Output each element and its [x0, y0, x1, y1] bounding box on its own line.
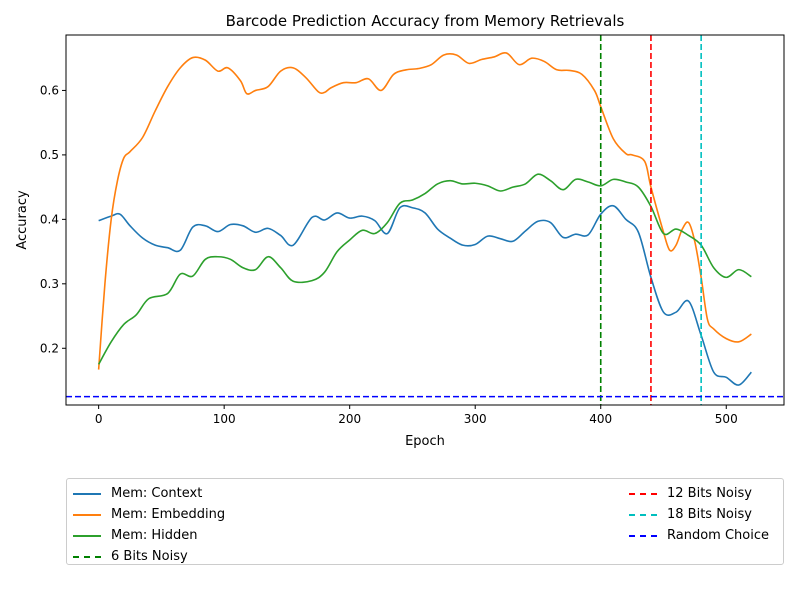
legend-label: Mem: Hidden	[111, 528, 198, 543]
legend-label: Mem: Embedding	[111, 507, 226, 522]
plot-area	[66, 35, 784, 405]
legend-label: 6 Bits Noisy	[111, 549, 188, 564]
plot-frame	[65, 34, 785, 406]
legend-swatch	[629, 492, 657, 495]
legend-swatch	[73, 513, 101, 516]
legend-column-left: Mem: Context Mem: Embedding Mem: Hidden 6 B…	[73, 483, 225, 567]
y-tick-label: 0.5	[40, 148, 59, 162]
legend-label: Random Choice	[667, 528, 769, 543]
x-axis-ticks: 0 100 200 300 400 500	[95, 405, 738, 426]
x-tick-label: 300	[464, 412, 487, 426]
legend-label: 12 Bits Noisy	[667, 486, 752, 501]
legend-swatch	[73, 555, 101, 558]
legend-label: 18 Bits Noisy	[667, 507, 752, 522]
y-axis-label: Accuracy	[15, 190, 30, 250]
legend-item-6-bits-noisy: 6 Bits Noisy	[73, 546, 225, 567]
y-tick-label: 0.6	[40, 83, 59, 97]
legend-item-mem-embedding: Mem: Embedding	[73, 504, 225, 525]
series-line-mem-context	[98, 204, 752, 386]
y-tick-label: 0.2	[40, 341, 59, 355]
y-tick-label: 0.3	[40, 277, 59, 291]
legend-label: Mem: Context	[111, 486, 203, 501]
legend-swatch	[73, 492, 101, 495]
x-tick-label: 500	[715, 412, 738, 426]
x-tick-label: 100	[213, 412, 236, 426]
x-axis-label: Epoch	[405, 434, 445, 449]
series-line-mem-embedding	[97, 52, 752, 370]
legend: Mem: Context Mem: Embedding Mem: Hidden 6 B…	[66, 478, 784, 565]
chart-title: Barcode Prediction Accuracy from Memory …	[226, 12, 625, 30]
legend-swatch	[629, 513, 657, 516]
x-tick-label: 400	[589, 412, 612, 426]
x-tick-label: 200	[338, 412, 361, 426]
legend-swatch	[629, 534, 657, 537]
legend-item-12-bits-noisy: 12 Bits Noisy	[629, 483, 769, 504]
legend-item-random-choice: Random Choice	[629, 525, 769, 546]
y-axis-ticks: 0.2 0.3 0.4 0.5 0.6	[40, 83, 66, 355]
y-tick-label: 0.4	[40, 212, 59, 226]
series-line-mem-hidden	[97, 173, 752, 365]
x-tick-label: 0	[95, 412, 103, 426]
legend-column-right: 12 Bits Noisy 18 Bits Noisy Random Choice	[629, 483, 769, 546]
legend-item-mem-context: Mem: Context	[73, 483, 225, 504]
legend-item-18-bits-noisy: 18 Bits Noisy	[629, 504, 769, 525]
legend-item-mem-hidden: Mem: Hidden	[73, 525, 225, 546]
legend-swatch	[73, 534, 101, 537]
